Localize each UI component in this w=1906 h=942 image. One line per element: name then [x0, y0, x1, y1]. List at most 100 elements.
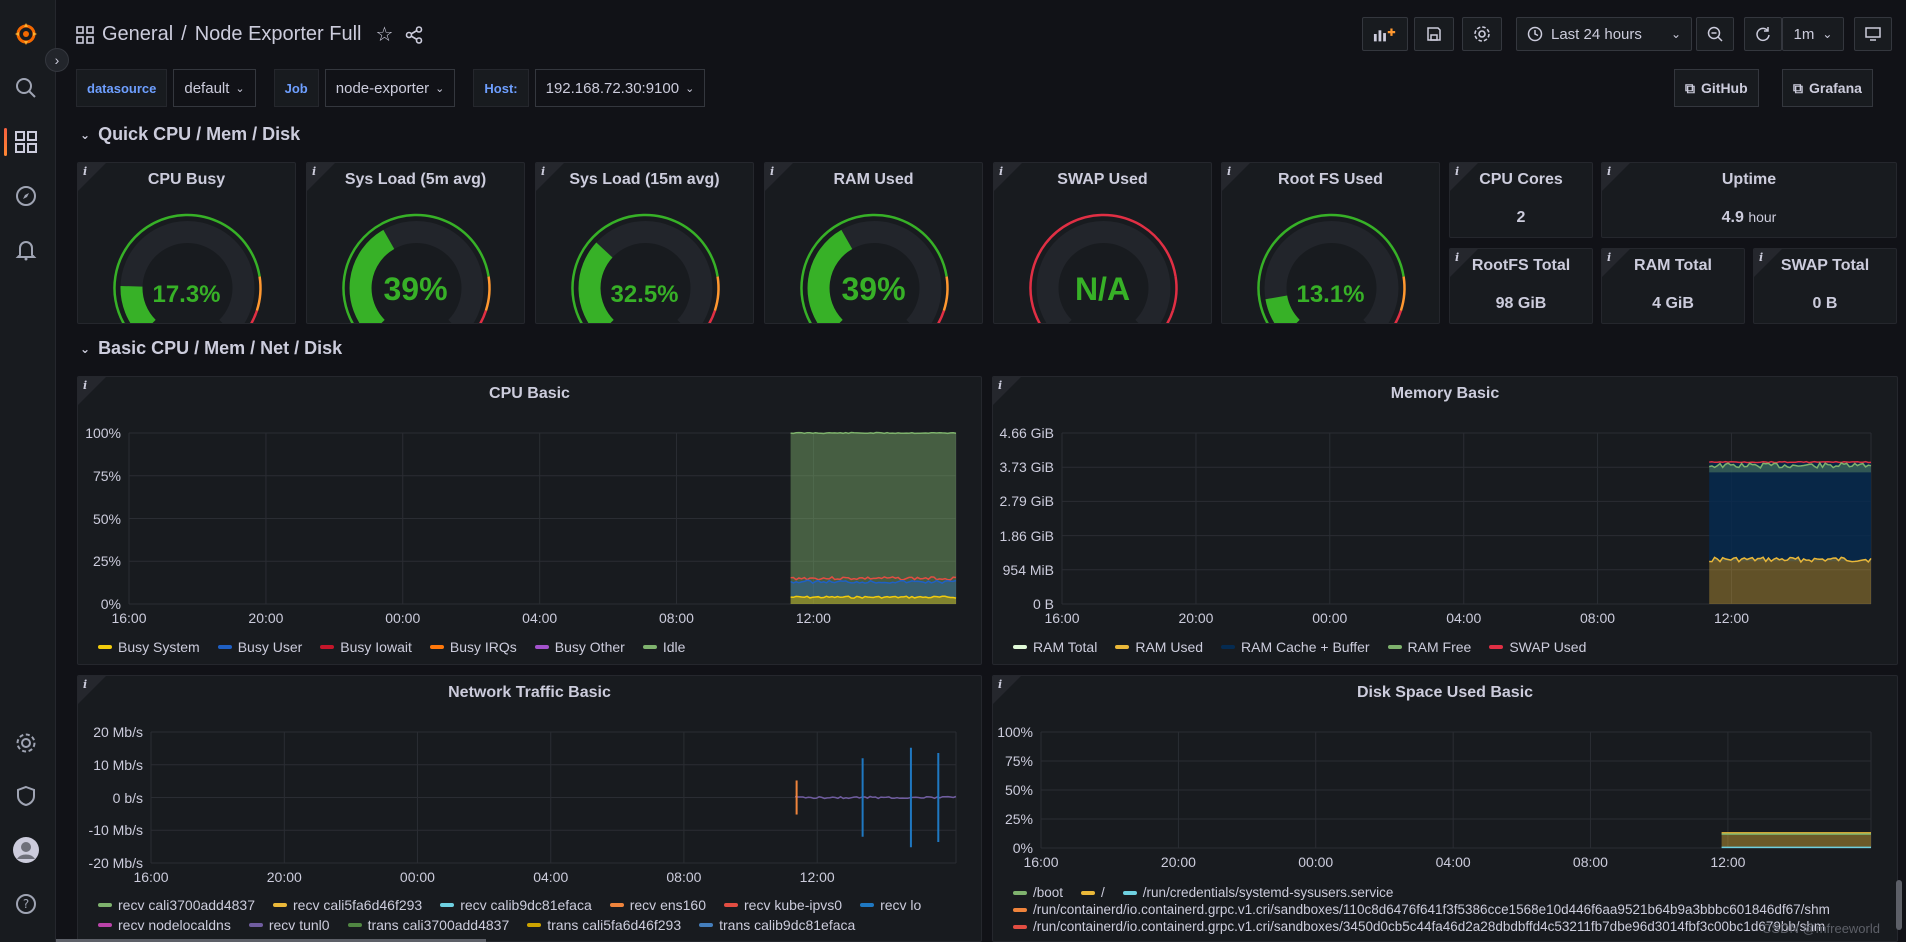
- legend-item[interactable]: trans cali3700add4837: [347, 917, 509, 933]
- github-link[interactable]: ⧉ GitHub: [1674, 69, 1759, 107]
- legend-item[interactable]: recv calib9dc81efaca: [440, 897, 592, 913]
- variable-select-host[interactable]: 192.168.72.30:9100 ⌄: [534, 69, 706, 107]
- info-icon[interactable]: i: [541, 165, 546, 178]
- search-icon[interactable]: [12, 74, 40, 102]
- dashboard-settings-button[interactable]: [1462, 17, 1502, 51]
- legend-item[interactable]: SWAP Used: [1489, 639, 1586, 655]
- threshold-red: [1166, 310, 1175, 323]
- dashboards-icon[interactable]: [12, 128, 40, 156]
- info-icon[interactable]: i: [998, 678, 1003, 691]
- stat-panel-cpu-cores[interactable]: i CPU Cores 2: [1449, 162, 1593, 238]
- legend-item[interactable]: recv lo: [860, 897, 921, 913]
- timeseries-panel[interactable]: i Network Traffic Basic 20 Mb/s 10 Mb/s 0 b…: [77, 675, 982, 942]
- row-header-quick[interactable]: ⌄ Quick CPU / Mem / Disk: [80, 124, 300, 145]
- refresh-button[interactable]: [1744, 17, 1782, 51]
- info-icon[interactable]: i: [83, 165, 88, 178]
- info-icon[interactable]: i: [1607, 251, 1612, 264]
- gauge-panel[interactable]: i SWAP Used N/A: [993, 162, 1212, 324]
- stat-panel-ram-total[interactable]: i RAM Total 4 GiB: [1601, 248, 1745, 324]
- info-icon[interactable]: i: [83, 379, 88, 392]
- legend-item[interactable]: recv nodelocaldns: [98, 917, 231, 933]
- legend-label: recv lo: [880, 897, 922, 913]
- variable-select-datasource[interactable]: default ⌄: [173, 69, 256, 107]
- add-panel-button[interactable]: [1362, 17, 1408, 51]
- grafana-link[interactable]: ⧉ Grafana: [1782, 69, 1873, 107]
- panel-title: RAM Total: [1634, 257, 1712, 274]
- legend-item[interactable]: RAM Free: [1387, 639, 1471, 655]
- stat-panel-swap-total[interactable]: i SWAP Total 0 B: [1753, 248, 1897, 324]
- info-icon[interactable]: i: [312, 165, 317, 178]
- info-icon[interactable]: i: [1455, 251, 1460, 264]
- dashboard-title[interactable]: Node Exporter Full: [194, 23, 362, 45]
- legend-item[interactable]: /run/containerd/io.containerd.grpc.v1.cr…: [1013, 919, 1879, 934]
- grafana-logo-icon[interactable]: [12, 20, 40, 48]
- time-range-picker[interactable]: Last 24 hours ⌄: [1516, 17, 1692, 51]
- star-icon[interactable]: ☆: [375, 24, 394, 46]
- legend-item[interactable]: Busy Other: [534, 639, 625, 655]
- explore-compass-icon[interactable]: [12, 182, 40, 210]
- sidebar-expand-button[interactable]: ›: [45, 48, 69, 72]
- legend-item[interactable]: trans cali5fa6d46f293: [527, 917, 681, 933]
- gauge-panel[interactable]: i Sys Load (15m avg) 32.5%: [535, 162, 754, 324]
- legend-swatch: [527, 923, 542, 927]
- gauge-panel[interactable]: i Root FS Used 13.1%: [1221, 162, 1440, 324]
- tv-mode-button[interactable]: [1854, 17, 1892, 51]
- refresh-interval-picker[interactable]: 1m ⌄: [1782, 17, 1844, 51]
- timeseries-panel[interactable]: i CPU Basic 100% 75% 50% 25% 0% 16:00 20:00 00:0…: [77, 376, 982, 665]
- info-icon[interactable]: i: [83, 678, 88, 691]
- x-tick-label: 04:00: [1435, 854, 1471, 870]
- row-header-basic[interactable]: ⌄ Basic CPU / Mem / Net / Disk: [80, 338, 342, 359]
- share-icon[interactable]: [405, 25, 423, 44]
- legend-item[interactable]: /run/credentials/systemd-sysusers.servic…: [1122, 885, 1393, 900]
- legend-item[interactable]: recv kube-ipvs0: [724, 897, 842, 913]
- horizontal-scrollbar[interactable]: [56, 939, 486, 942]
- legend-item[interactable]: RAM Cache + Buffer: [1221, 639, 1370, 655]
- folder-link[interactable]: General: [102, 23, 174, 45]
- info-icon[interactable]: i: [770, 165, 775, 178]
- stat-panel-rootfs-total[interactable]: i RootFS Total 98 GiB: [1449, 248, 1593, 324]
- x-tick-label: 16:00: [1044, 610, 1080, 626]
- alerting-bell-icon[interactable]: [12, 236, 40, 264]
- legend-item[interactable]: trans calib9dc81efaca: [699, 917, 855, 933]
- server-admin-shield-icon[interactable]: [12, 782, 40, 810]
- legend-swatch: [1387, 645, 1402, 649]
- legend-item[interactable]: Busy IRQs: [429, 639, 517, 655]
- legend-item[interactable]: RAM Total: [1013, 639, 1097, 655]
- info-icon[interactable]: i: [998, 379, 1003, 392]
- gauge-panel[interactable]: i Sys Load (5m avg) 39%: [306, 162, 525, 324]
- legend-item[interactable]: Busy Iowait: [320, 639, 412, 655]
- legend-item[interactable]: recv ens160: [609, 897, 706, 913]
- vertical-scrollbar[interactable]: [1896, 880, 1902, 930]
- info-icon[interactable]: i: [1455, 165, 1460, 178]
- variable-select-job[interactable]: node-exporter ⌄: [324, 69, 456, 107]
- timeseries-panel[interactable]: i Memory Basic 4.66 GiB 3.73 GiB 2.79 GiB 1.…: [992, 376, 1898, 665]
- info-icon[interactable]: i: [1227, 165, 1232, 178]
- legend-item[interactable]: recv cali5fa6d46f293: [273, 897, 422, 913]
- legend-item[interactable]: recv tunl0: [248, 917, 330, 933]
- timeseries-panel[interactable]: i Disk Space Used Basic 100% 75% 50% 25% 0% 16…: [992, 675, 1898, 942]
- configuration-gear-icon[interactable]: [12, 729, 40, 757]
- legend-item[interactable]: /boot: [1013, 885, 1063, 900]
- panel-title: Disk Space Used Basic: [1356, 684, 1534, 701]
- info-icon[interactable]: i: [1607, 165, 1612, 178]
- panel-info-corner: [78, 676, 106, 704]
- gauge-panel[interactable]: i CPU Busy 17.3%: [77, 162, 296, 324]
- stat-panel-uptime[interactable]: i Uptime 4.9 hour: [1601, 162, 1897, 238]
- panel-title: CPU Basic: [489, 385, 570, 402]
- save-dashboard-button[interactable]: [1414, 17, 1454, 51]
- info-icon[interactable]: i: [1759, 251, 1764, 264]
- legend-item[interactable]: /: [1081, 885, 1105, 900]
- panel-info-corner: [536, 163, 564, 191]
- help-icon[interactable]: ?: [12, 890, 40, 918]
- legend-item[interactable]: /run/containerd/io.containerd.grpc.v1.cr…: [1013, 902, 1879, 917]
- user-avatar[interactable]: [12, 836, 40, 864]
- legend-item[interactable]: RAM Used: [1115, 639, 1203, 655]
- legend-item[interactable]: Busy User: [217, 639, 302, 655]
- legend-item[interactable]: Idle: [642, 639, 685, 655]
- legend-item[interactable]: Busy System: [98, 639, 200, 655]
- zoom-out-button[interactable]: [1696, 17, 1734, 51]
- info-icon[interactable]: i: [999, 165, 1004, 178]
- legend-item[interactable]: recv cali3700add4837: [98, 897, 255, 913]
- legend-swatch: [98, 645, 112, 649]
- gauge-panel[interactable]: i RAM Used 39%: [764, 162, 983, 324]
